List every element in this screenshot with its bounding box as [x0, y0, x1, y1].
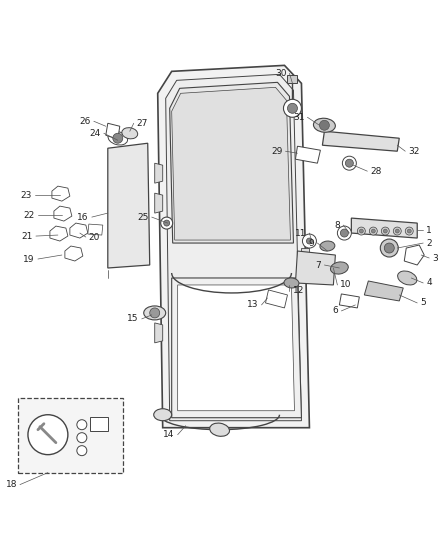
- Text: 28: 28: [370, 167, 381, 176]
- Polygon shape: [70, 223, 88, 238]
- Circle shape: [113, 133, 123, 143]
- Ellipse shape: [210, 423, 230, 437]
- Circle shape: [340, 229, 348, 237]
- Polygon shape: [155, 323, 162, 343]
- Text: 31: 31: [293, 113, 304, 122]
- Circle shape: [343, 156, 357, 170]
- Polygon shape: [65, 246, 83, 261]
- Polygon shape: [287, 75, 297, 83]
- Polygon shape: [351, 218, 417, 238]
- Circle shape: [393, 227, 401, 235]
- Polygon shape: [296, 146, 321, 163]
- Polygon shape: [166, 75, 301, 421]
- Circle shape: [303, 234, 316, 248]
- Text: 14: 14: [163, 430, 175, 439]
- Text: 4: 4: [426, 278, 432, 287]
- Circle shape: [359, 229, 364, 233]
- Text: 7: 7: [316, 261, 321, 270]
- Circle shape: [307, 238, 312, 244]
- Text: 6: 6: [332, 306, 339, 316]
- Text: 26: 26: [79, 117, 91, 126]
- Text: 32: 32: [408, 147, 420, 156]
- Text: 29: 29: [271, 147, 283, 156]
- Text: 10: 10: [340, 280, 352, 289]
- Polygon shape: [108, 143, 150, 268]
- Polygon shape: [50, 226, 68, 241]
- Ellipse shape: [398, 271, 417, 285]
- Polygon shape: [88, 224, 103, 235]
- Text: 5: 5: [420, 298, 426, 308]
- Polygon shape: [301, 248, 309, 263]
- Polygon shape: [155, 163, 162, 183]
- Polygon shape: [178, 285, 294, 411]
- Text: 18: 18: [5, 480, 17, 489]
- Text: 27: 27: [137, 119, 148, 128]
- Text: 8: 8: [335, 221, 340, 230]
- Text: 12: 12: [293, 286, 304, 295]
- Circle shape: [407, 229, 411, 233]
- Text: 24: 24: [89, 129, 101, 138]
- Text: 30: 30: [275, 69, 286, 78]
- Circle shape: [384, 243, 394, 253]
- Circle shape: [371, 229, 375, 233]
- Circle shape: [283, 99, 301, 117]
- Circle shape: [77, 433, 87, 443]
- Ellipse shape: [122, 128, 138, 139]
- Ellipse shape: [144, 306, 166, 320]
- Polygon shape: [170, 82, 293, 243]
- Polygon shape: [54, 206, 72, 221]
- Circle shape: [337, 226, 351, 240]
- Circle shape: [383, 229, 387, 233]
- Text: 2: 2: [426, 239, 432, 247]
- Ellipse shape: [330, 262, 348, 274]
- Circle shape: [287, 103, 297, 114]
- Circle shape: [150, 308, 160, 318]
- Bar: [18, 398, 123, 473]
- Polygon shape: [52, 186, 70, 201]
- Text: 19: 19: [24, 255, 35, 263]
- Circle shape: [319, 120, 329, 130]
- Circle shape: [357, 227, 365, 235]
- Circle shape: [77, 419, 87, 430]
- Circle shape: [395, 229, 399, 233]
- Text: 13: 13: [247, 301, 258, 310]
- Polygon shape: [155, 193, 162, 213]
- Polygon shape: [90, 417, 108, 431]
- Circle shape: [28, 415, 68, 455]
- Text: 16: 16: [78, 213, 89, 222]
- Polygon shape: [106, 123, 120, 139]
- Circle shape: [405, 227, 413, 235]
- Circle shape: [380, 239, 398, 257]
- Text: 22: 22: [24, 211, 35, 220]
- Text: 20: 20: [89, 232, 100, 241]
- Text: 9: 9: [309, 239, 314, 247]
- Ellipse shape: [320, 241, 335, 251]
- Ellipse shape: [108, 132, 127, 145]
- Circle shape: [164, 220, 170, 226]
- Ellipse shape: [154, 409, 172, 421]
- Polygon shape: [172, 278, 301, 418]
- Text: 11: 11: [295, 229, 307, 238]
- Polygon shape: [172, 87, 290, 240]
- Circle shape: [161, 217, 173, 229]
- Text: 3: 3: [432, 254, 438, 263]
- Circle shape: [77, 446, 87, 456]
- Polygon shape: [265, 290, 287, 308]
- Polygon shape: [364, 281, 403, 301]
- Text: 25: 25: [138, 213, 149, 222]
- Text: 1: 1: [426, 225, 432, 235]
- Circle shape: [346, 159, 353, 167]
- Text: 23: 23: [21, 191, 32, 200]
- Circle shape: [369, 227, 377, 235]
- Polygon shape: [158, 66, 309, 427]
- Ellipse shape: [284, 278, 299, 288]
- Circle shape: [381, 227, 389, 235]
- Polygon shape: [296, 251, 336, 285]
- Ellipse shape: [314, 118, 336, 132]
- Polygon shape: [404, 245, 424, 265]
- Text: 21: 21: [21, 231, 33, 240]
- Polygon shape: [339, 294, 359, 308]
- Polygon shape: [322, 131, 399, 151]
- Text: 15: 15: [127, 314, 139, 324]
